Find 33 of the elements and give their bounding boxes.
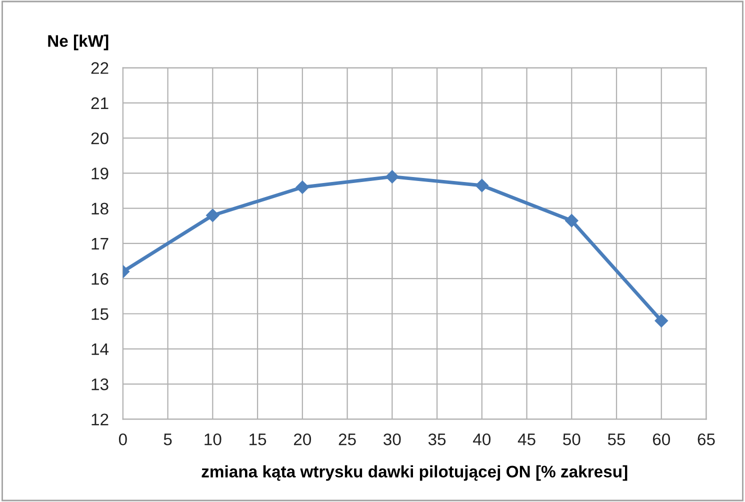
x-tick-label: 0	[118, 434, 127, 446]
x-tick-label: 45	[518, 434, 536, 446]
y-tick-label: 22	[91, 62, 108, 74]
x-tick-label: 65	[698, 434, 715, 446]
x-tick-label: 50	[563, 434, 580, 446]
y-tick-label: 13	[92, 378, 108, 390]
x-tick-label: 30	[384, 434, 401, 446]
point	[296, 180, 309, 194]
x-tick-label: 55	[608, 434, 626, 446]
y-tick-label: 18	[92, 202, 108, 215]
x-tick-label: 15	[250, 434, 266, 446]
x-tick-label: 10	[204, 434, 222, 446]
point	[565, 214, 578, 228]
y-tick-label: 14	[92, 343, 109, 355]
x-tick-label: 60	[652, 434, 670, 446]
x-tick-label: 20	[294, 434, 312, 446]
x-tick-label: 40	[473, 434, 491, 446]
point	[386, 170, 399, 184]
point	[475, 178, 488, 192]
y-tick-label: 12	[92, 414, 108, 426]
x-tick-label: 25	[338, 434, 356, 446]
y-tick-label: 21	[91, 97, 108, 109]
point	[654, 314, 668, 328]
point	[206, 208, 220, 222]
y-tick-label: 17	[92, 238, 108, 250]
y-axis-title: Ne [kW]	[48, 34, 108, 50]
x-tick-label: 35	[428, 434, 446, 446]
y-tick-label: 16	[92, 273, 108, 285]
x-tick-label: 5	[164, 434, 172, 446]
y-tick-label: 19	[92, 168, 108, 180]
y-tick-label: 15	[92, 308, 108, 320]
y-tick-label: 20	[91, 132, 108, 144]
x-axis-title: zmiana kąta wtrysku dawki pilotującej ON [% zakresu]	[202, 465, 628, 481]
